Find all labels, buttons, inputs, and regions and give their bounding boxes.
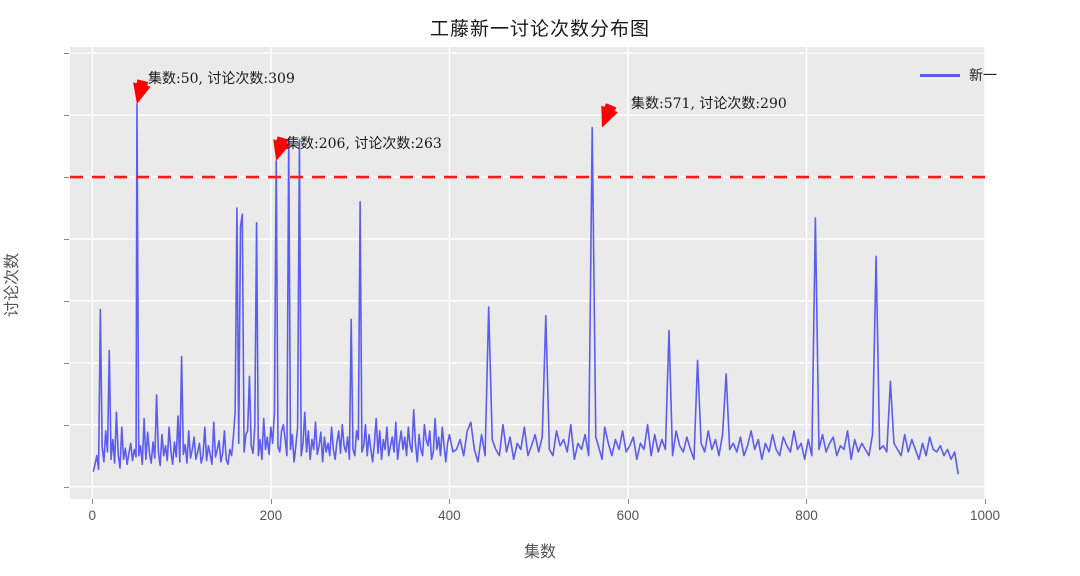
annotation-arrow-1 xyxy=(133,79,151,104)
x-axis-label: 集数 xyxy=(523,542,556,561)
x-tick-label: 800 xyxy=(795,508,818,523)
x-tick-label: 400 xyxy=(438,508,461,523)
plot-svg xyxy=(70,47,985,499)
x-tick-label: 600 xyxy=(616,508,640,523)
x-tick-mark xyxy=(92,499,94,504)
y-tick-mark xyxy=(64,177,69,179)
x-tick-label: 1000 xyxy=(969,508,1001,523)
gridlines xyxy=(70,47,985,499)
annotation-label-1: 集数:50, 讨论次数:309 xyxy=(148,71,295,87)
x-tick-mark xyxy=(627,499,629,504)
x-tick-mark xyxy=(270,499,272,504)
annotation-arrow-3 xyxy=(601,103,618,128)
y-tick-mark xyxy=(64,486,69,488)
y-axis-label: 讨论次数 xyxy=(2,252,22,318)
y-tick-mark xyxy=(64,238,69,240)
x-tick-label: 0 xyxy=(88,508,97,523)
annotation-label-3: 集数:571, 讨论次数:290 xyxy=(631,96,787,112)
x-tick-label: 200 xyxy=(259,508,283,523)
x-tick-mark xyxy=(806,499,808,504)
x-tick-mark xyxy=(449,499,451,504)
y-tick-mark xyxy=(64,424,69,426)
y-tick-mark xyxy=(64,362,69,364)
legend-label-新一: 新一 xyxy=(969,68,997,84)
series-line-新一 xyxy=(92,103,960,475)
annotation-label-2: 集数:206, 讨论次数:263 xyxy=(286,136,442,152)
legend-swatch-新一 xyxy=(920,73,960,77)
annotation-arrows xyxy=(133,79,618,161)
y-tick-mark xyxy=(64,53,69,55)
x-tick-mark xyxy=(985,499,986,504)
y-tick-mark xyxy=(64,115,69,117)
y-tick-mark xyxy=(64,300,69,302)
chart-title: 工藤新一讨论次数分布图 xyxy=(429,18,650,40)
plot-area xyxy=(70,47,985,499)
annotation-arrow-2 xyxy=(273,136,291,161)
chart-legend: 新一 xyxy=(920,65,997,85)
